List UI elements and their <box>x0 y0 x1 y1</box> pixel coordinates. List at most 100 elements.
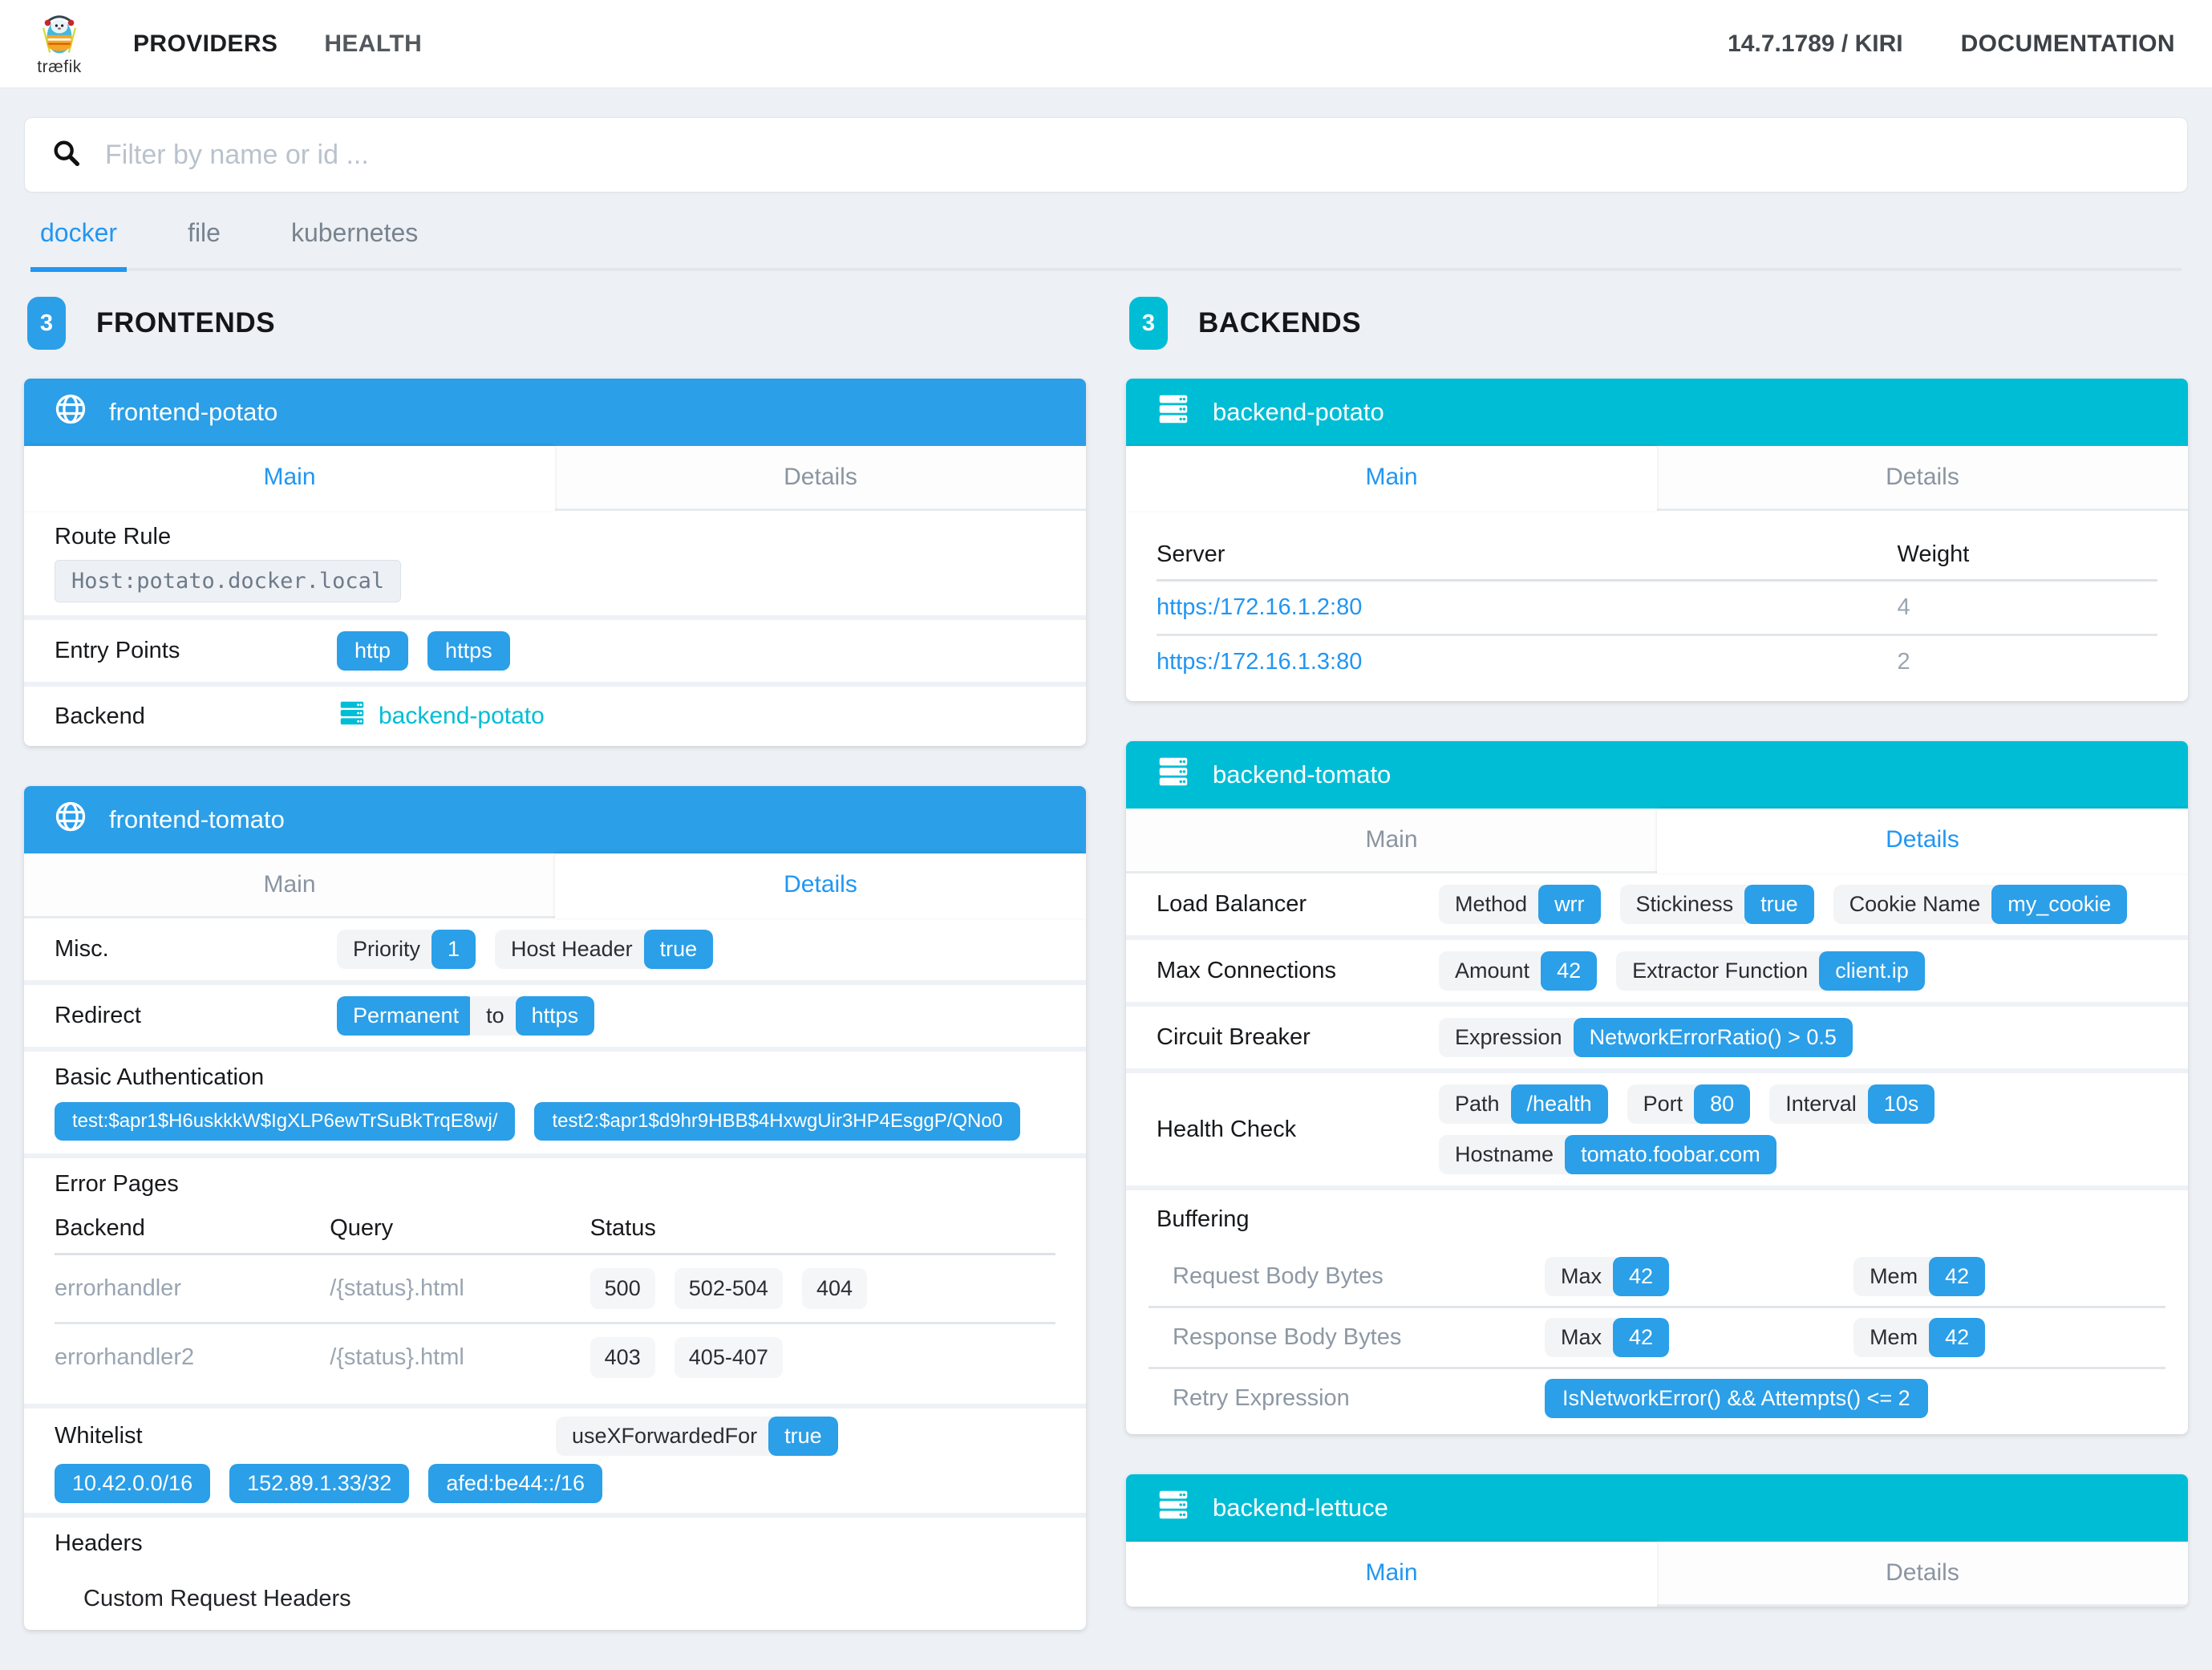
response-body-bytes-label: Response Body Bytes <box>1173 1324 1402 1350</box>
basic-auth-label: Basic Authentication <box>55 1064 265 1090</box>
backends-title: BACKENDS <box>1198 307 1362 338</box>
chip-value: 42 <box>1929 1257 1986 1296</box>
provider-tabs: docker file kubernetes <box>30 218 2182 272</box>
error-status-cell: 403 405-407 <box>589 1322 1055 1391</box>
chip-value: true <box>643 930 714 969</box>
retry-expression-row: Retry Expression IsNetworkError() && Att… <box>1126 1369 2188 1434</box>
circuit-breaker-label: Circuit Breaker <box>1157 1024 1311 1050</box>
card-tabs: Main Details <box>24 853 1086 918</box>
traefik-gopher-icon <box>37 10 82 61</box>
tab-details[interactable]: Details <box>1657 809 2188 874</box>
backends-column: 3 BACKENDS <box>1126 297 2188 1670</box>
status-chip: 405-407 <box>674 1337 783 1378</box>
chip-key: Extractor Function <box>1616 951 1825 991</box>
method-chip: Method wrr <box>1439 885 1601 924</box>
redirect-to: to <box>470 996 521 1036</box>
backend-link-label: backend-potato <box>379 703 545 729</box>
frontends-column: 3 FRONTENDS frontend-potato <box>24 297 1086 1670</box>
status-chip: 502-504 <box>674 1268 783 1309</box>
card-tabs: Main Details <box>24 446 1086 511</box>
tab-file[interactable]: file <box>188 218 221 247</box>
col-backend: Backend <box>55 1206 330 1255</box>
card-frontend-tomato-header: frontend-tomato <box>24 786 1086 853</box>
error-page-row: errorhandler2 /{status}.html 403 405-407 <box>55 1322 1055 1391</box>
tab-docker[interactable]: docker <box>30 218 128 272</box>
server-weight: 2 <box>1897 634 2157 688</box>
divider <box>1149 1306 2165 1308</box>
servers-table: Server Weight https:/172.16.1.2:80 4 htt… <box>1157 532 2157 688</box>
interval-chip: Interval 10s <box>1769 1084 1935 1124</box>
server-row: https:/172.16.1.2:80 4 <box>1157 581 2157 635</box>
server-weight: 4 <box>1897 594 1910 620</box>
mem-chip: Mem 42 <box>1853 1257 1986 1296</box>
tab-main[interactable]: Main <box>24 853 555 918</box>
request-body-bytes-row: Request Body Bytes Max 42 Mem 42 <box>1126 1247 2188 1306</box>
page-content: docker file kubernetes 3 FRONTENDS <box>0 117 2212 1670</box>
error-pages-row: Error Pages Backend Query Status errorha… <box>24 1153 1086 1404</box>
chip-key: Stickiness <box>1619 885 1750 924</box>
extractor-function-chip: Extractor Function client.ip <box>1616 951 1925 991</box>
chip-key: Path <box>1439 1084 1516 1124</box>
traefik-logo[interactable]: træfik <box>37 10 82 77</box>
card-tabs: Main Details <box>1126 446 2188 511</box>
chip-value: 42 <box>1541 951 1598 991</box>
tab-main[interactable]: Main <box>1126 446 1657 511</box>
error-pages-table: Backend Query Status errorhandler /{stat… <box>55 1206 1055 1391</box>
main-nav: PROVIDERS HEALTH <box>133 30 422 58</box>
chip-key: Amount <box>1439 951 1546 991</box>
tab-details[interactable]: Details <box>1657 446 2188 511</box>
redirect-label: Redirect <box>55 1003 141 1028</box>
backends-count-badge: 3 <box>1129 297 1168 350</box>
chip-value: client.ip <box>1819 951 1925 991</box>
chip-key: Cookie Name <box>1833 885 1997 924</box>
error-backend: errorhandler2 <box>55 1322 330 1391</box>
route-rule-value: Host:potato.docker.local <box>55 560 402 602</box>
status-chip: 500 <box>589 1268 655 1309</box>
retry-expression-chip: IsNetworkError() && Attempts() <= 2 <box>1545 1379 1928 1418</box>
tab-details[interactable]: Details <box>1657 1542 2188 1607</box>
col-status: Status <box>589 1206 1055 1255</box>
search-icon <box>51 137 83 173</box>
documentation-link[interactable]: DOCUMENTATION <box>1960 30 2175 57</box>
status-chip: 403 <box>589 1337 655 1378</box>
buffering-label: Buffering <box>1157 1206 1250 1232</box>
tab-main[interactable]: Main <box>24 446 555 511</box>
expression-chip: Expression NetworkErrorRatio() > 0.5 <box>1439 1018 1853 1057</box>
backend-label: Backend <box>55 703 145 729</box>
nav-providers[interactable]: PROVIDERS <box>133 30 278 57</box>
filter-input[interactable] <box>103 138 2161 172</box>
chip-value: 42 <box>1613 1318 1670 1357</box>
max-chip: Max 42 <box>1545 1257 1670 1296</box>
route-rule-label: Route Rule <box>55 524 172 549</box>
max-connections-row: Max Connections Amount 42 Extractor Func… <box>1126 935 2188 1002</box>
card-frontend-potato-header: frontend-potato <box>24 379 1086 446</box>
chip-key: Interval <box>1769 1084 1873 1124</box>
server-stack-icon <box>1155 753 1192 796</box>
whitelist-chip: afed:be44::/16 <box>428 1464 602 1503</box>
card-backend-potato-header: backend-potato <box>1126 379 2188 446</box>
backend-potato-link[interactable]: backend-potato <box>337 698 545 735</box>
frontends-title: FRONTENDS <box>96 307 276 338</box>
tab-details[interactable]: Details <box>555 853 1086 918</box>
server-url-link[interactable]: https:/172.16.1.2:80 <box>1157 594 1363 620</box>
circuit-breaker-row: Circuit Breaker Expression NetworkErrorR… <box>1126 1002 2188 1068</box>
retry-expression-label: Retry Expression <box>1173 1385 1350 1411</box>
card-frontend-potato: frontend-potato Main Details Route Rule … <box>24 379 1086 746</box>
version-label: 14.7.1789 / KIRI <box>1728 30 1903 57</box>
health-check-row: Health Check Path /health Port 80 <box>1126 1068 2188 1186</box>
basic-auth-chip: test:$apr1$H6uskkkW$IgXLP6ewTrSuBkTrqE8w… <box>55 1102 516 1141</box>
tab-main[interactable]: Main <box>1126 1542 1657 1607</box>
nav-health[interactable]: HEALTH <box>324 30 423 57</box>
path-chip: Path /health <box>1439 1084 1608 1124</box>
tab-details[interactable]: Details <box>555 446 1086 511</box>
mem-chip: Mem 42 <box>1853 1318 1986 1357</box>
logo-caption: træfik <box>37 58 82 76</box>
server-url-link[interactable]: https:/172.16.1.3:80 <box>1157 649 1363 675</box>
tab-kubernetes[interactable]: kubernetes <box>290 218 419 247</box>
port-chip: Port 80 <box>1627 1084 1751 1124</box>
tab-main[interactable]: Main <box>1126 809 1657 874</box>
divider <box>1149 1367 2165 1369</box>
server-row: https:/172.16.1.3:80 2 <box>1157 634 2157 688</box>
card-tabs: Main Details <box>1126 809 2188 874</box>
cookie-name-chip: Cookie Name my_cookie <box>1833 885 2128 924</box>
